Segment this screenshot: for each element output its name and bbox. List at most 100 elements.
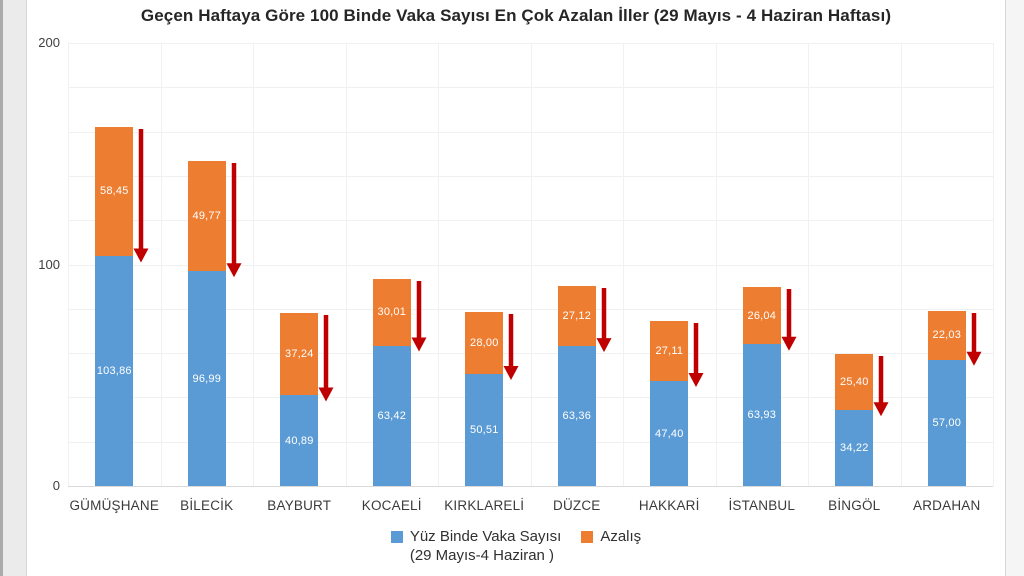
x-axis-line (68, 486, 993, 487)
gridline-horizontal (68, 175, 993, 177)
bar-value-label: 26,04 (747, 309, 777, 322)
decrease-arrow-icon (411, 281, 427, 352)
gridline-vertical (901, 43, 902, 486)
gridline-horizontal (68, 353, 993, 355)
bar-value-label: 96,99 (192, 372, 222, 385)
legend-item-azalis: Azalış (581, 527, 641, 546)
bar-segment-azalis-BİNGÖL: 25,40 (835, 353, 874, 411)
bar-value-label: 49,77 (192, 210, 222, 223)
bar-segment-vaka-KIRKLARELİ: 50,51 (465, 374, 504, 486)
bar-value-label: 37,24 (285, 348, 314, 361)
bar-segment-azalis-DÜZCE: 27,12 (557, 285, 596, 346)
gridline-vertical (716, 43, 717, 486)
decrease-arrow-icon (596, 287, 612, 352)
chart-right-border (1005, 0, 1006, 576)
category-label-İSTANBUL: İSTANBUL (728, 498, 796, 513)
decrease-arrow-icon (688, 323, 704, 387)
gridline-vertical (161, 43, 162, 486)
bar-segment-vaka-HAKKARİ: 47,40 (650, 381, 689, 486)
gridline-horizontal (68, 441, 993, 443)
left-edge-strip (0, 0, 3, 576)
bar-segment-vaka-BAYBURT: 40,89 (280, 395, 319, 486)
category-label-ARDAHAN: ARDAHAN (913, 498, 981, 513)
legend-label-azalis: Azalış (600, 528, 642, 545)
gridline-horizontal (68, 397, 993, 399)
category-label-HAKKARİ: HAKKARİ (638, 498, 700, 513)
gridline-horizontal (68, 87, 993, 89)
gridline-horizontal (68, 131, 993, 133)
gridline-vertical (438, 43, 439, 486)
bar-segment-vaka-BİLECİK: 96,99 (187, 271, 226, 486)
bar-value-label: 40,89 (285, 434, 314, 447)
gridline-vertical (253, 43, 254, 486)
gridline-horizontal (68, 220, 993, 222)
category-label-BİLECİK: BİLECİK (180, 498, 234, 513)
gridline-horizontal (68, 308, 993, 310)
bar-segment-vaka-DÜZCE: 63,36 (557, 345, 596, 486)
gridline-vertical (623, 43, 624, 486)
chart-left-border (26, 0, 27, 576)
decrease-arrow-icon (318, 314, 334, 402)
bar-segment-azalis-HAKKARİ: 27,11 (650, 321, 689, 381)
decrease-arrow-icon (133, 128, 149, 262)
bar-segment-vaka-BİNGÖL: 34,22 (835, 410, 874, 486)
legend-label-vaka: Yüz Binde Vaka Sayısı (29 Mayıs-4 Hazira… (410, 527, 561, 565)
bar-value-label: 63,42 (377, 409, 407, 422)
gridline-vertical (808, 43, 809, 486)
bar-segment-azalis-ARDAHAN: 22,03 (927, 310, 966, 360)
decrease-arrow-icon (226, 162, 242, 278)
bar-segment-azalis-KIRKLARELİ: 28,00 (465, 312, 504, 375)
decrease-arrow-icon (966, 312, 982, 366)
legend: Yüz Binde Vaka Sayısı (29 Mayıs-4 Hazira… (27, 527, 1005, 565)
bar-value-label: 22,03 (932, 329, 962, 342)
category-label-KIRKLARELİ: KIRKLARELİ (444, 498, 525, 513)
bar-segment-azalis-İSTANBUL: 26,04 (742, 286, 781, 345)
decrease-arrow-icon (781, 288, 797, 351)
right-margin (1006, 0, 1024, 576)
bar-value-label: 27,12 (562, 309, 592, 322)
left-margin (3, 0, 26, 576)
legend-label-line1: Yüz Binde Vaka Sayısı (409, 528, 562, 545)
category-label-DÜZCE: DÜZCE (553, 498, 601, 513)
bar-value-label: 103,86 (96, 365, 132, 377)
bar-segment-azalis-KOCAELİ: 30,01 (372, 279, 411, 346)
category-label-GÜMÜŞHANE: GÜMÜŞHANE (69, 498, 160, 513)
legend-label-line2: (29 Mayıs-4 Haziran ) (409, 547, 555, 564)
bar-value-label: 27,11 (655, 345, 684, 357)
bar-segment-azalis-BAYBURT: 37,24 (280, 312, 319, 396)
bar-segment-vaka-ARDAHAN: 57,00 (927, 359, 966, 486)
bar-value-label: 47,40 (655, 427, 684, 440)
bar-segment-vaka-KOCAELİ: 63,42 (372, 345, 411, 486)
bar-segment-vaka-İSTANBUL: 63,93 (742, 344, 781, 486)
bar-value-label: 58,45 (100, 185, 129, 198)
gridline-vertical (68, 43, 69, 486)
bar-value-label: 63,36 (562, 409, 592, 422)
y-tick-label-100: 100 (38, 256, 60, 272)
category-label-BAYBURT: BAYBURT (267, 498, 332, 513)
bar-value-label: 25,40 (840, 376, 869, 389)
bar-value-label: 28,00 (470, 337, 499, 350)
gridline-vertical (531, 43, 532, 486)
bar-value-label: 34,22 (840, 442, 869, 455)
decrease-arrow-icon (503, 314, 519, 381)
bar-value-label: 57,00 (932, 416, 962, 429)
legend-item-vaka: Yüz Binde Vaka Sayısı (29 Mayıs-4 Hazira… (390, 527, 561, 565)
y-tick-label-0: 0 (52, 478, 60, 493)
chart-title: Geçen Haftaya Göre 100 Binde Vaka Sayısı… (140, 6, 892, 25)
bar-segment-vaka-GÜMÜŞHANE: 103,86 (95, 256, 134, 486)
bar-segment-azalis-BİLECİK: 49,77 (187, 161, 226, 272)
gridline-vertical (993, 43, 994, 486)
category-label-BİNGÖL: BİNGÖL (828, 498, 881, 513)
legend-swatch-orange (581, 531, 594, 543)
bar-segment-azalis-GÜMÜŞHANE: 58,45 (95, 126, 134, 256)
gridline-horizontal (68, 43, 993, 44)
y-tick-label-200: 200 (38, 35, 60, 50)
plot-area: 103,86 58,45 96,99 49,77 40,89 37,24 63,42 30,0… (68, 43, 994, 487)
bar-value-label: 63,93 (747, 409, 777, 422)
bar-value-label: 50,51 (470, 424, 499, 437)
gridline-horizontal (68, 264, 993, 266)
legend-swatch-blue (390, 531, 403, 543)
gridline-vertical (346, 43, 347, 486)
bar-value-label: 30,01 (377, 306, 407, 319)
